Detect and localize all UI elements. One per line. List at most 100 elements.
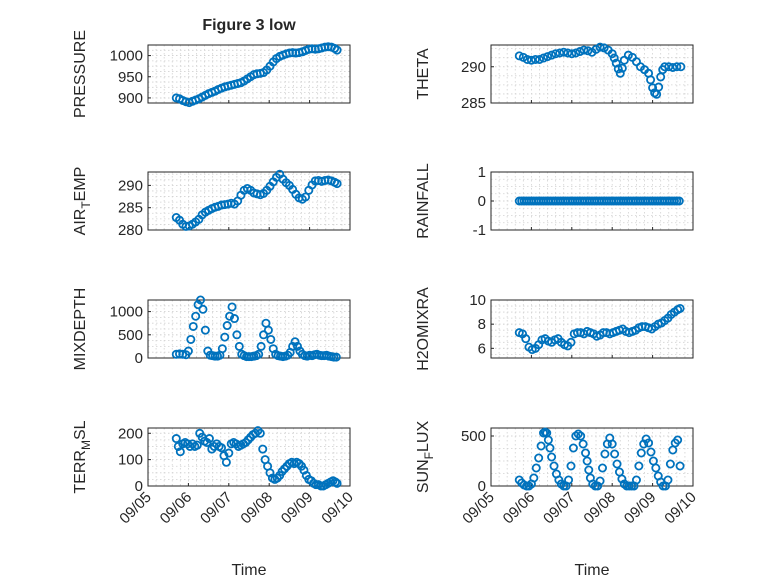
subplot-2: 285 290 THETA [415, 42, 694, 112]
series-markers [514, 427, 685, 491]
x-tick-label: 09/09 [621, 489, 660, 528]
data-point [634, 461, 644, 471]
y-axis-label: H2OMIXRA [415, 287, 432, 371]
data-point [232, 330, 242, 340]
data-point [617, 63, 627, 73]
data-point [595, 42, 605, 52]
data-point [545, 443, 555, 453]
data-point [551, 49, 561, 59]
data-point [332, 179, 342, 189]
data-point [222, 321, 232, 331]
y-tick-label: 900 [118, 90, 143, 107]
data-point [675, 303, 685, 313]
y-axis-label: RAINFALL [415, 163, 432, 239]
y-axis-label: PRESSURE [72, 30, 89, 118]
data-point [204, 434, 214, 444]
data-point [196, 295, 206, 305]
axes-frame [490, 427, 694, 487]
data-point [217, 344, 227, 354]
series-markers [171, 169, 342, 231]
axes-box [147, 44, 351, 104]
data-point [663, 475, 673, 485]
data-point [607, 439, 617, 449]
data-point [514, 51, 524, 61]
x-tick-label: 09/09 [278, 489, 317, 528]
data-point [217, 443, 227, 453]
data-point [564, 475, 574, 485]
series-markers [514, 303, 685, 355]
data-point [171, 434, 181, 444]
series-markers [514, 196, 684, 206]
data-point [330, 477, 340, 487]
data-point [191, 311, 201, 321]
data-point [220, 332, 230, 342]
data-point [534, 55, 544, 65]
y-axis-label: MIXDEPTH [72, 288, 89, 371]
data-point [654, 82, 664, 92]
data-point [595, 476, 605, 486]
x-axis-label: Time [575, 562, 610, 579]
data-point [332, 478, 342, 488]
y-tick-label: 6 [478, 340, 486, 357]
data-point [566, 461, 576, 471]
y-tick-label: 280 [118, 222, 143, 239]
data-point [526, 55, 536, 65]
data-point [600, 449, 610, 459]
data-point [263, 325, 273, 335]
data-point [610, 449, 620, 459]
data-point [259, 330, 269, 340]
chart-title: Figure 3 low [202, 17, 296, 34]
x-tick-label: 09/07 [540, 489, 579, 528]
data-point [229, 314, 239, 324]
x-tick-label: 09/06 [157, 489, 196, 528]
data-point [646, 75, 656, 85]
data-point [256, 341, 266, 351]
data-point [186, 334, 196, 344]
data-point [543, 52, 553, 62]
y-axis-label: THETA [415, 48, 432, 100]
data-point [660, 62, 670, 72]
data-point [578, 439, 588, 449]
data-point [198, 304, 208, 314]
data-point [651, 463, 661, 473]
data-point [188, 321, 198, 331]
data-point [549, 461, 559, 471]
data-point [609, 53, 619, 63]
data-point [598, 463, 608, 473]
data-point [672, 62, 682, 72]
x-tick-label: 09/06 [500, 489, 539, 528]
grid [148, 172, 350, 231]
data-point [192, 440, 202, 450]
y-tick-label: -1 [473, 222, 486, 239]
data-point [646, 447, 656, 457]
y-axis-label: SUNFLUX [415, 421, 436, 494]
x-tick-label: 09/10 [661, 489, 700, 528]
data-point [674, 196, 684, 206]
x-tick-label: 09/07 [197, 489, 236, 528]
data-point [290, 337, 300, 347]
data-point [576, 431, 586, 441]
data-point [648, 83, 658, 93]
data-point [200, 325, 210, 335]
data-point [675, 461, 685, 471]
y-tick-label: 1000 [110, 304, 143, 321]
data-point [288, 341, 298, 351]
data-point [665, 459, 675, 469]
axes-box [490, 44, 694, 104]
series-markers [171, 426, 342, 491]
x-tick-label: 09/08 [237, 489, 276, 528]
data-point [559, 47, 569, 57]
data-point [607, 49, 617, 59]
data-point [175, 447, 185, 457]
axes-box [147, 299, 351, 359]
data-point [539, 53, 549, 63]
data-point [521, 334, 531, 344]
y-tick-label: 100 [118, 452, 143, 469]
y-tick-label: 285 [118, 200, 143, 217]
data-point [332, 45, 342, 55]
y-tick-label: 950 [118, 69, 143, 86]
data-point [583, 46, 593, 56]
y-tick-label: 285 [461, 95, 486, 112]
